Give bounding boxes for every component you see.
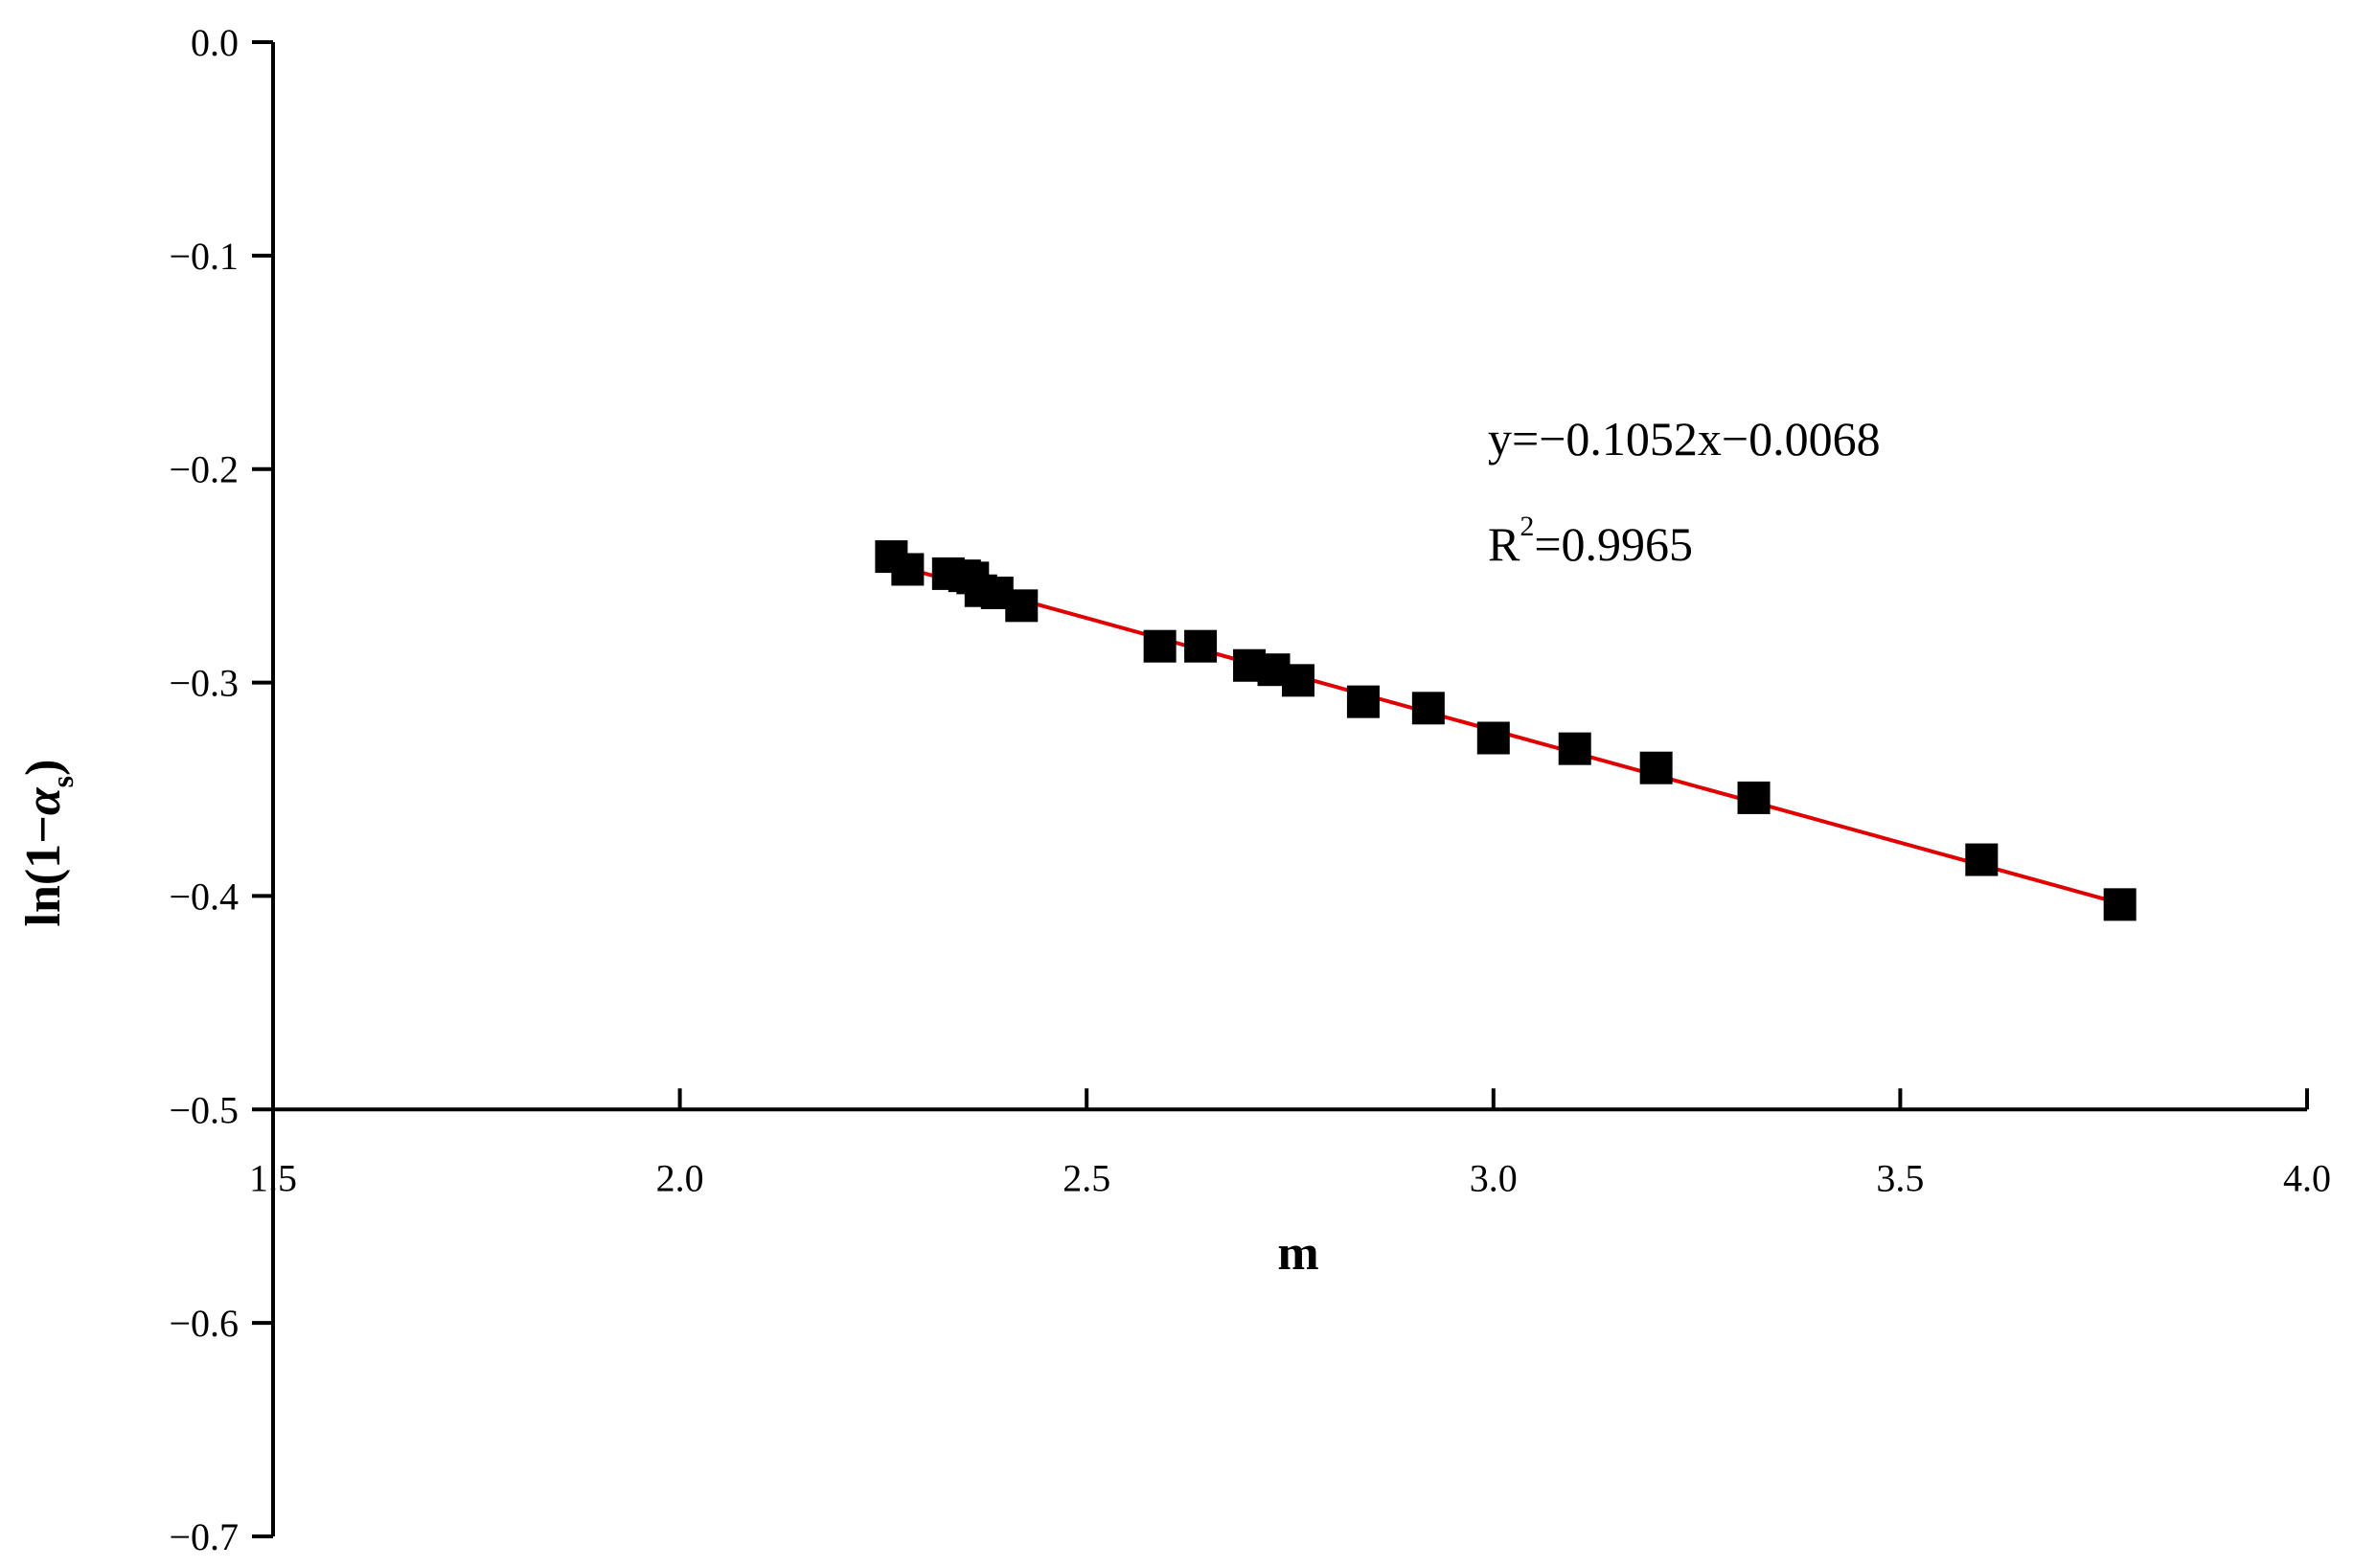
x-tick-label: 3.5 [1876, 1156, 1924, 1199]
y-axis-title-subscript: s [45, 776, 80, 787]
data-point [1143, 629, 1177, 663]
x-tick-label: 2.5 [1063, 1156, 1110, 1199]
data-point [891, 553, 925, 586]
data-point [1184, 629, 1218, 663]
y-tick-label: −0.5 [169, 1088, 239, 1131]
r-squared-value: =0.9965 [1534, 517, 1693, 571]
y-axis-title: ln(1−αs) [16, 760, 80, 927]
fit-r-squared: R2=0.9965 [1488, 511, 1693, 571]
data-point [1346, 685, 1380, 718]
y-tick-label: −0.1 [169, 235, 239, 278]
y-axis-title-prefix: ln(1− [16, 815, 71, 926]
x-axis-title: m [1277, 1226, 1318, 1281]
data-point [1558, 732, 1591, 765]
data-point [1281, 664, 1314, 697]
x-tick-label: 4.0 [2283, 1156, 2331, 1199]
axes: 0.0 −0.1 −0.2 −0.3 −0.4 −0.5 −0.6 −0.7 1.5 2.0 2.5… [169, 21, 2331, 1558]
y-tick-label: −0.3 [169, 662, 239, 705]
y-tick-label: −0.6 [169, 1302, 239, 1345]
data-point [1005, 589, 1039, 623]
y-tick-label: −0.4 [169, 875, 239, 918]
data-point [1476, 721, 1510, 755]
y-axis-title-suffix: ) [16, 760, 71, 776]
r-squared-superscript: 2 [1520, 511, 1534, 542]
y-tick-label: −0.7 [169, 1515, 239, 1558]
x-tick-label: 3.0 [1470, 1156, 1518, 1199]
data-point [1965, 843, 1999, 876]
fit-equation: y=−0.1052x−0.0068 [1488, 412, 1881, 466]
y-tick-label: 0.0 [191, 21, 239, 64]
data-point [1411, 692, 1445, 725]
data-point [1639, 751, 1673, 784]
data-point [2103, 888, 2137, 921]
data-point [1737, 781, 1771, 814]
x-tick-label: 1.5 [249, 1156, 297, 1199]
data-points [875, 540, 2137, 921]
y-axis-title-symbol: α [16, 786, 71, 815]
r-squared-prefix: R [1488, 517, 1520, 571]
x-tick-label: 2.0 [656, 1156, 704, 1199]
y-tick-label: −0.2 [169, 448, 239, 491]
